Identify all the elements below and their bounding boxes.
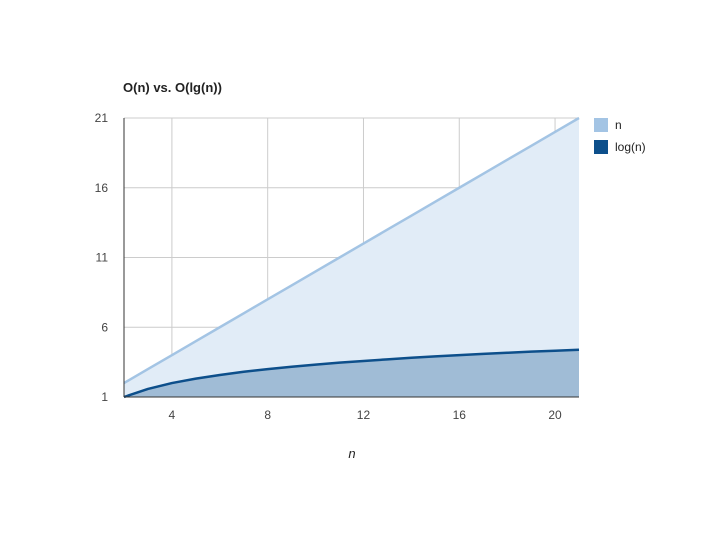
y-tick-label: 11 <box>96 251 109 265</box>
x-tick-label: 16 <box>453 408 467 422</box>
series-lines <box>123 116 580 399</box>
x-axis-label: n <box>348 446 355 461</box>
chart-title: O(n) vs. O(lg(n)) <box>123 80 222 95</box>
y-tick-label: 6 <box>101 320 108 334</box>
y-tick-label: 16 <box>95 181 109 195</box>
series-area-0 <box>124 118 579 397</box>
y-tick-label: 1 <box>101 390 108 404</box>
x-tick-label: 8 <box>264 408 271 422</box>
legend-label-0: n <box>615 118 622 132</box>
series-areas <box>124 118 579 397</box>
x-tick-label: 20 <box>548 408 562 422</box>
series-line-1 <box>123 348 580 399</box>
x-tick-label: 4 <box>169 408 176 422</box>
legend: n log(n) <box>594 118 646 154</box>
legend-swatch-0 <box>594 118 608 132</box>
legend-swatch-1 <box>594 140 608 154</box>
series-line-0 <box>123 116 580 385</box>
axes <box>123 118 579 398</box>
series-area-1 <box>124 349 579 397</box>
x-tick-label: 12 <box>357 408 371 422</box>
y-tick-label: 21 <box>95 111 109 125</box>
x-tick-labels: 4 8 12 16 20 <box>169 408 562 422</box>
legend-label-1: log(n) <box>615 140 646 154</box>
